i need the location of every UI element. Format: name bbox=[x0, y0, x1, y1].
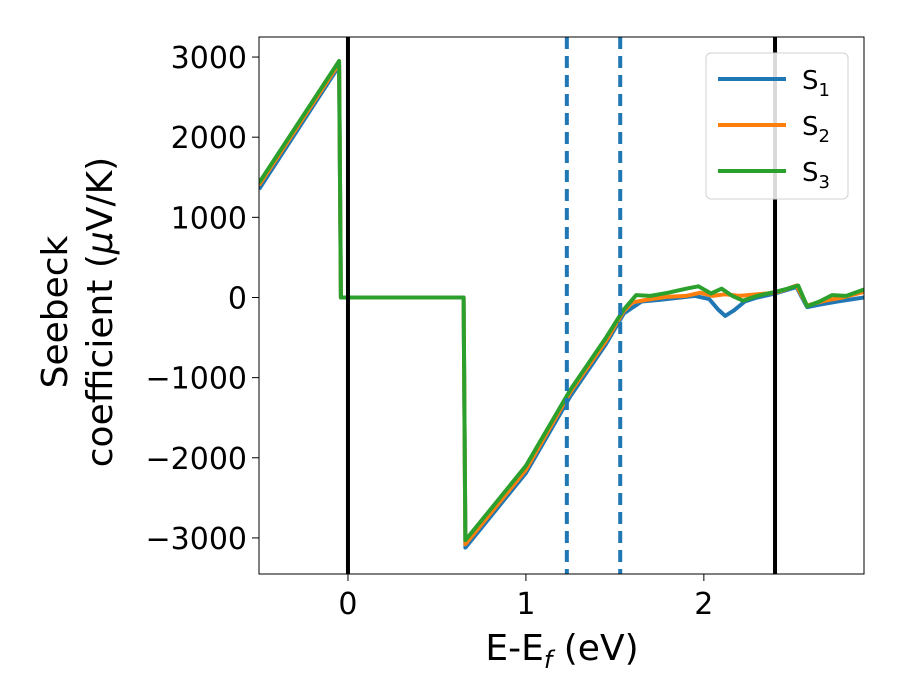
y-tick-label: 2000 bbox=[171, 121, 247, 156]
y-axis-label-suffix: V/K) bbox=[80, 157, 121, 231]
y-tick-label: −1000 bbox=[146, 362, 247, 397]
plot-area bbox=[258, 36, 865, 575]
plot-frame bbox=[258, 36, 865, 575]
axis-ticks: 0 1 2 −3000 −2000 −1000 0 1000 2000 3000 bbox=[146, 41, 714, 622]
legend-label-subscript: 3 bbox=[819, 172, 830, 193]
legend-label-subscript: 1 bbox=[819, 80, 830, 101]
y-tick-label: 0 bbox=[228, 281, 247, 316]
x-tick-label: 2 bbox=[694, 587, 713, 622]
y-axis-label: Seebeck coefficient (μV/K) bbox=[35, 157, 121, 467]
x-axis-label-main: E-E bbox=[485, 628, 543, 669]
y-tick-label: 3000 bbox=[171, 41, 247, 76]
plot-marks bbox=[259, 37, 864, 574]
y-tick-label: −2000 bbox=[146, 442, 247, 477]
y-axis-label-line2: coefficient (μV/K) bbox=[80, 157, 121, 467]
y-axis-label-mu: μ bbox=[80, 231, 121, 255]
legend-label-main: S bbox=[802, 112, 819, 142]
series-line-s3 bbox=[259, 59, 864, 543]
y-axis-label-prefix: coefficient ( bbox=[80, 254, 121, 467]
legend-label-main: S bbox=[802, 158, 819, 188]
y-tick-label: −3000 bbox=[146, 522, 247, 557]
legend-label-s3: S3 bbox=[802, 158, 830, 193]
legend-label-subscript: 2 bbox=[819, 126, 830, 147]
x-axis-label: E-Ef (eV) bbox=[485, 628, 638, 674]
y-tick-label: 1000 bbox=[171, 201, 247, 236]
legend-label-s1: S1 bbox=[802, 66, 830, 101]
y-axis-label-line1: Seebeck bbox=[35, 235, 76, 388]
x-axis-label-unit: (eV) bbox=[552, 628, 638, 669]
legend-label-s2: S2 bbox=[802, 112, 830, 147]
x-tick-label: 1 bbox=[516, 587, 535, 622]
x-tick-label: 0 bbox=[338, 587, 357, 622]
legend-label-main: S bbox=[802, 66, 819, 96]
